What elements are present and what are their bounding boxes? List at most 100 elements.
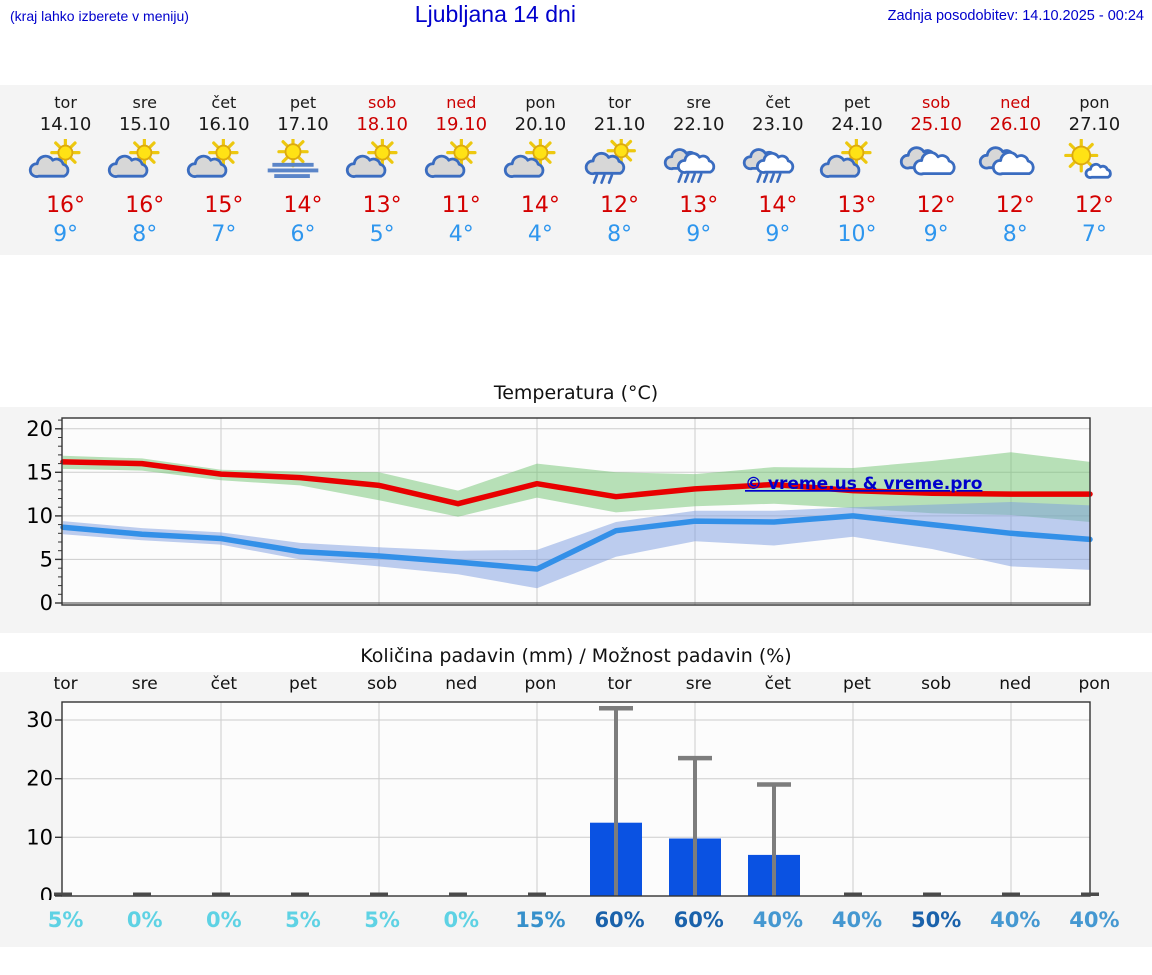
day-icon [1055,136,1134,191]
precip-probability-value: 0% [206,908,242,932]
forecast-day: čet 23.10 14° 9° [738,85,817,255]
precip-probability-value: 15% [515,908,566,932]
page-title: Ljubljana 14 dni [414,1,576,27]
day-high-temp: 15° [204,193,244,218]
sun-small-cloud-icon [1064,139,1112,179]
day-date: 23.10 [752,114,804,135]
precipitation-chart-title: Količina padavin (mm) / Možnost padavin … [360,645,792,667]
precip-day-labels-row: tor sre čet pet sob ned pon tor sre čet pet sob ned p… [0,672,1152,699]
precipitation-chart-svg: 0 10 20 30 [26,701,1099,900]
day-high-temp: 12° [1074,193,1114,218]
precip-day-label: sob [921,674,952,694]
day-low-temp: 9° [53,222,79,247]
day-name: sob [921,93,951,112]
day-high-temp: 13° [837,193,877,218]
last-update-label: Zadnja posodobitev: 14.10.2025 - 00:24 [887,8,1144,24]
day-high-temp: 12° [916,193,956,218]
day-low-temp: 8° [1002,222,1028,247]
sun-cloud-icon [28,139,81,178]
svg-text:20: 20 [26,767,53,791]
precip-probability-value: 0% [443,908,480,932]
precip-probability-value: 5% [285,908,321,932]
temperature-chart-title: Temperatura (°C) [493,382,659,404]
svg-text:15: 15 [26,460,53,484]
svg-text:5: 5 [40,547,53,571]
precip-day-label: sre [131,674,158,694]
precip-day-label: sre [685,674,712,694]
day-icon [105,136,184,191]
sun-cloud-rain-icon [584,139,636,184]
day-icon [26,136,105,191]
day-date: 20.10 [514,114,567,135]
precip-probability-value: 0% [126,908,163,932]
day-low-temp: 9° [686,222,712,247]
svg-text:0: 0 [40,591,53,615]
precip-day-label: tor [607,674,632,694]
day-icon [738,136,817,191]
precip-probability-value: 40% [990,908,1041,932]
sun-cloud-icon [820,139,872,178]
precip-probability-value: 40% [831,908,883,932]
day-high-temp: 16° [125,193,165,218]
precip-day-label: tor [53,674,78,694]
forecast-day: pon 20.10 14° 4° [501,85,580,255]
forecast-day: pet 24.10 13° 10° [817,85,896,255]
day-low-temp: 7° [1081,222,1107,247]
precipitation-chart-block: tor sre čet pet sob ned pon tor sre čet pet sob ned p… [0,672,1152,947]
forecast-day: tor 14.10 16° 9° [26,85,105,255]
day-low-temp: 8° [132,222,158,247]
clouds-icon [978,146,1035,176]
precipitation-chart: 0 10 20 30 [0,699,1152,900]
precip-day-label: pon [1078,674,1111,694]
temperature-chart-svg: 0 5 10 15 20 © vreme.us & vreme.pro [26,417,1093,615]
precip-probability-value: 60% [673,908,724,932]
day-date: 15.10 [118,114,171,135]
day-low-temp: 4° [448,222,474,247]
precip-probability-value: 60% [594,908,645,932]
day-name: tor [54,93,77,112]
precip-day-label: pon [524,674,557,694]
day-name: ned [446,93,477,112]
sun-cloud-icon [345,139,398,178]
day-icon [422,136,501,191]
forecast-day: sre 22.10 13° 9° [659,85,738,255]
day-icon [184,136,263,191]
clouds-rain-icon [743,148,795,183]
day-date: 19.10 [435,114,488,135]
day-name: čet [765,93,791,112]
day-low-temp: 5° [369,222,395,247]
day-date: 24.10 [831,114,883,135]
precip-day-label: pet [843,674,871,694]
day-icon [817,136,896,191]
svg-text:0: 0 [40,884,53,900]
day-high-temp: 13° [362,193,402,218]
forecast-day: sre 15.10 16° 8° [105,85,184,255]
day-icon [580,136,659,191]
day-name: pon [525,93,556,112]
forecast-day: pon 27.10 12° 7° [1055,85,1134,255]
day-low-temp: 9° [923,222,949,247]
day-high-temp: 13° [679,193,719,218]
sun-cloud-icon [424,139,477,178]
day-icon [897,136,976,191]
temperature-chart: 0 5 10 15 20 © vreme.us & vreme.pro [0,407,1152,633]
precip-day-label: čet [210,674,238,694]
day-name: pet [843,93,871,112]
day-name: sre [686,93,711,112]
precip-probability-value: 5% [364,908,400,932]
day-low-temp: 9° [765,222,791,247]
menu-hint-link[interactable]: (kraj lahko izberete v meniju) [10,8,189,24]
precip-probability-value: 50% [911,908,962,932]
day-low-temp: 10° [837,222,877,247]
day-icon [501,136,580,191]
forecast-day: ned 26.10 12° 8° [976,85,1055,255]
day-icon [659,136,738,191]
sun-cloud-icon [503,139,556,178]
sun-cloud-icon [108,139,160,178]
day-name: ned [1000,93,1031,112]
day-date: 26.10 [989,114,1042,135]
precip-probability-value: 40% [1069,908,1120,932]
forecast-day: ned 19.10 11° 4° [422,85,501,255]
precip-day-label: ned [999,674,1032,694]
